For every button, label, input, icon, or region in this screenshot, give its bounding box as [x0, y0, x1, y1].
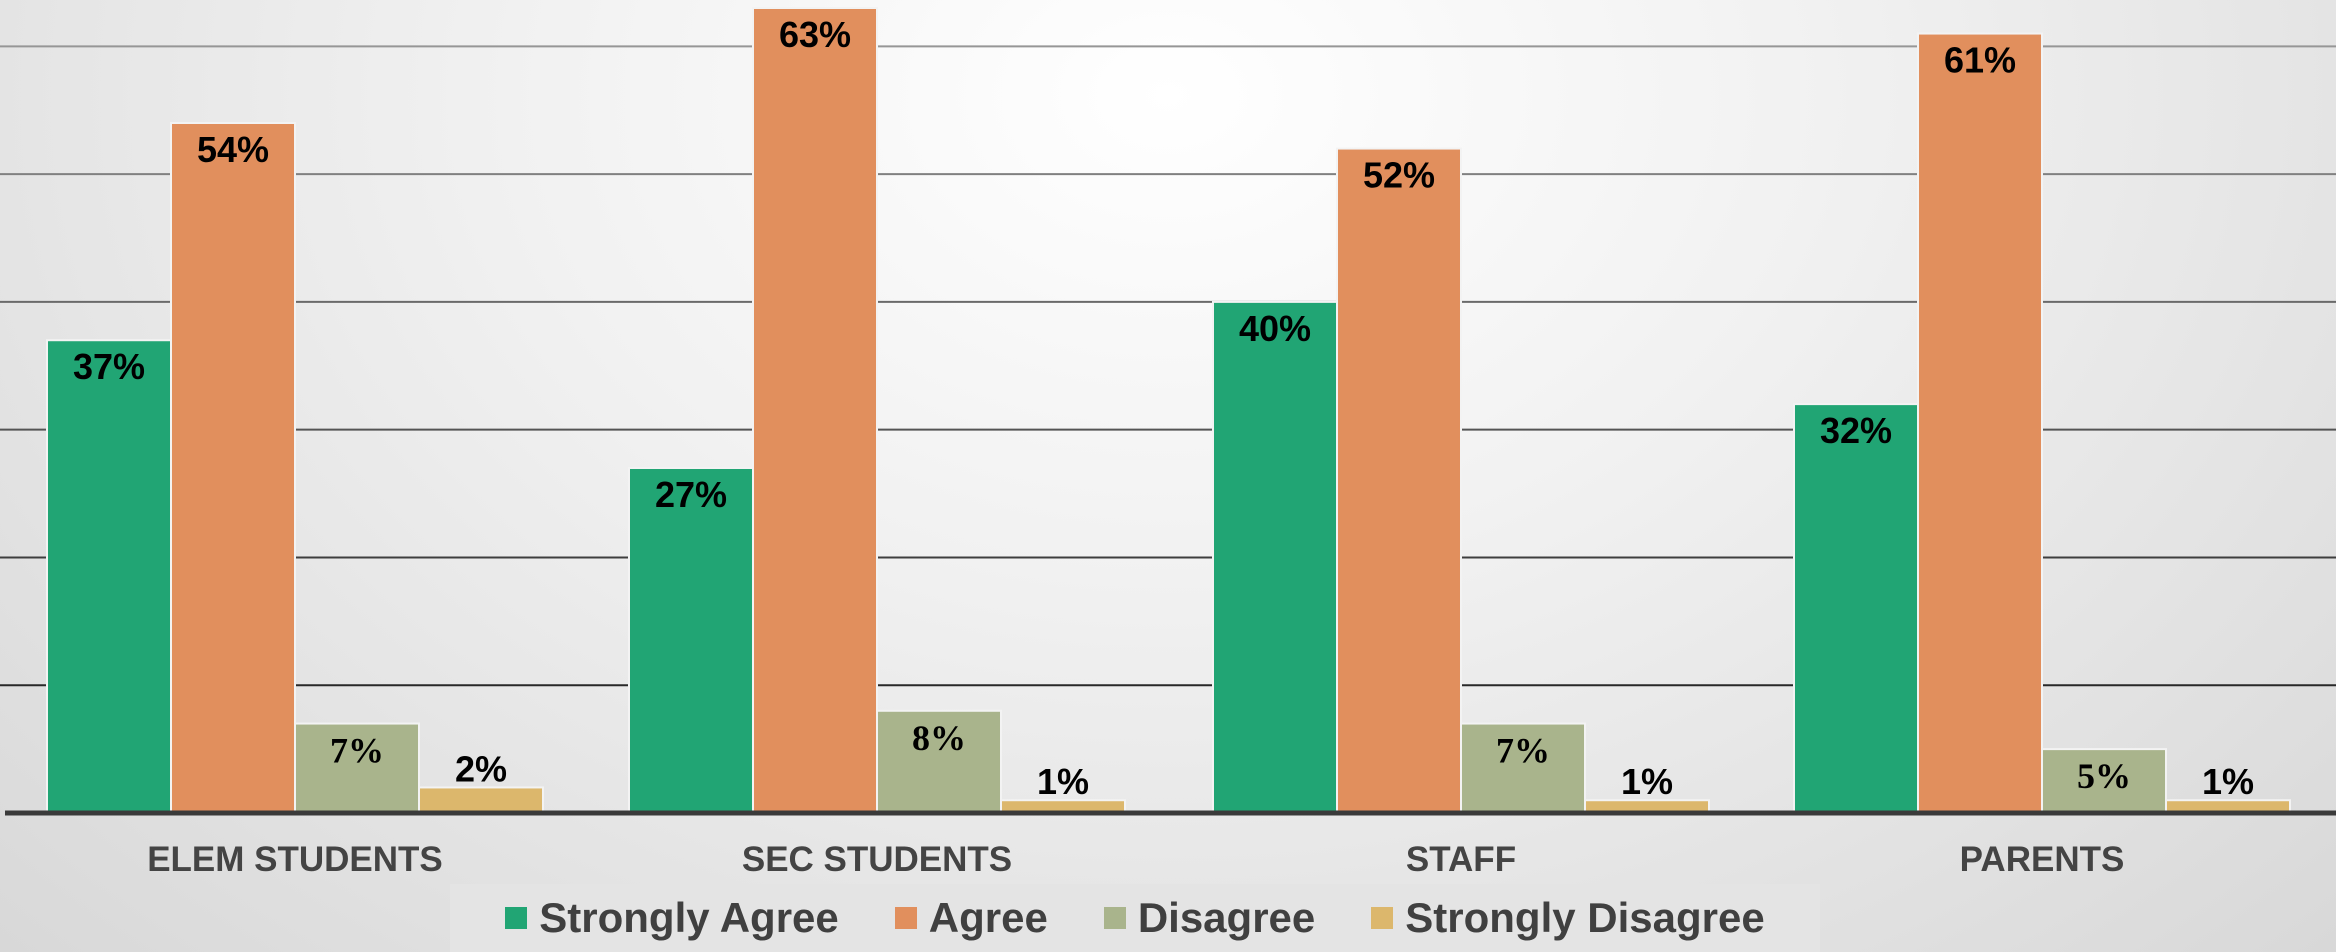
legend-item: Strongly Agree: [505, 894, 839, 942]
bar: [628, 467, 754, 814]
category-labels: ELEM STUDENTS SEC STUDENTS STAFF PARENTS: [147, 840, 2124, 879]
data-label: 5%: [2077, 756, 2131, 796]
legend: Strongly Agree Agree Disagree Strongly Disa…: [450, 884, 1820, 952]
bar: [46, 339, 172, 814]
legend-item: Strongly Disagree: [1371, 894, 1765, 942]
category-label: PARENTS: [1960, 840, 2125, 879]
data-label: 27%: [655, 474, 727, 515]
bar: [2041, 748, 2167, 814]
bar: [1336, 147, 1462, 815]
data-label: 1%: [2202, 761, 2254, 802]
bar: [170, 122, 296, 814]
legend-label: Agree: [928, 894, 1048, 941]
data-label: 63%: [779, 14, 851, 55]
legend-swatch: [1371, 907, 1394, 929]
bar: [876, 709, 1002, 814]
legend-swatch: [894, 907, 917, 929]
legend-item: Disagree: [1103, 894, 1316, 942]
category-label: ELEM STUDENTS: [147, 840, 443, 879]
data-label: 7%: [330, 731, 384, 771]
legend-swatch: [505, 907, 528, 929]
data-label: 54%: [197, 129, 269, 170]
data-label: 7%: [1496, 731, 1550, 771]
legend-label: Strongly Agree: [539, 894, 839, 941]
data-label: 1%: [1037, 761, 1089, 802]
bars: 37% 54% 7% 2% 27% 63% 8% 1% 40% 52% 7% 1% 32% 61% 5% 1%: [46, 7, 2291, 815]
legend-swatch: [1103, 907, 1126, 929]
bar: [1793, 403, 1919, 814]
bar: [1917, 32, 2043, 815]
data-label: 32%: [1820, 410, 1892, 451]
bar: [1212, 300, 1338, 814]
category-label: SEC STUDENTS: [742, 840, 1012, 879]
data-label: 2%: [455, 748, 507, 789]
data-label: 8%: [912, 718, 966, 758]
data-label: 52%: [1363, 155, 1435, 196]
legend-item: Agree: [894, 894, 1048, 942]
legend-label: Strongly Disagree: [1405, 894, 1765, 941]
bar: [752, 7, 878, 814]
data-label: 40%: [1239, 308, 1311, 349]
data-label: 61%: [1944, 40, 2016, 81]
legend-label: Disagree: [1137, 894, 1316, 941]
bar: [418, 786, 544, 815]
category-label: STAFF: [1406, 840, 1516, 879]
data-label: 37%: [73, 346, 145, 387]
data-label: 1%: [1621, 761, 1673, 802]
